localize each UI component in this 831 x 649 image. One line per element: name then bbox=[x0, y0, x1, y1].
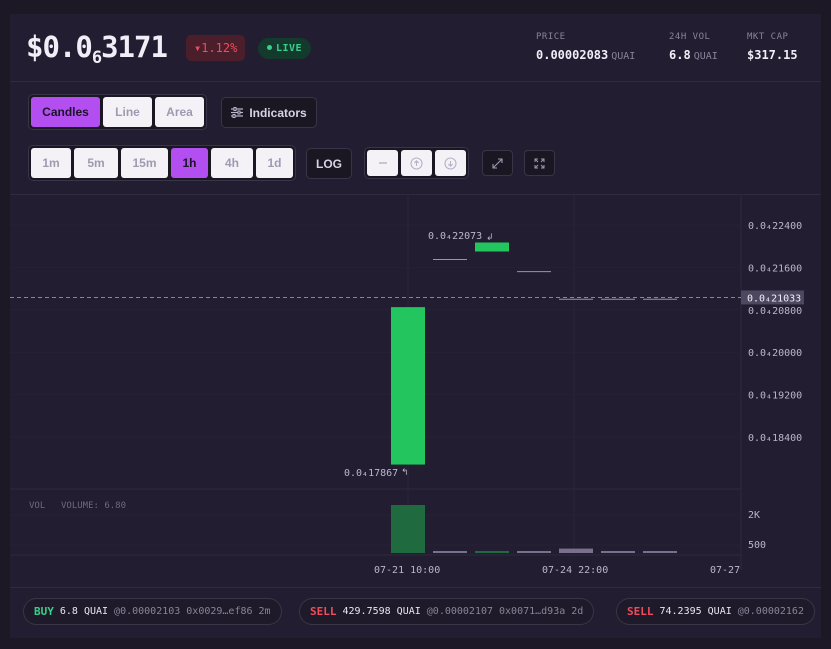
sliders-icon bbox=[231, 107, 244, 118]
zoom-out-icon bbox=[444, 156, 457, 170]
minus-icon bbox=[378, 162, 387, 164]
chart-type-area-button[interactable]: Area bbox=[155, 97, 204, 127]
interval-4h-button[interactable]: 4h bbox=[211, 148, 253, 178]
current-price-tag bbox=[741, 290, 804, 305]
price-tick: 0.0₄20000 bbox=[748, 348, 802, 359]
fullscreen-button[interactable] bbox=[524, 150, 555, 176]
volume-bar bbox=[433, 551, 467, 553]
zoom-out-button[interactable] bbox=[435, 150, 466, 176]
zoom-in-button[interactable] bbox=[401, 150, 432, 176]
price-axis: 0.0₄22400 0.0₄21600 0.0₄20800 0.0₄20000 0.0₄… bbox=[10, 221, 802, 444]
price-tick: 0.0₄20800 bbox=[748, 306, 802, 317]
low-price-label: 0.0₄17867 bbox=[344, 468, 398, 479]
interval-5m-button[interactable]: 5m bbox=[74, 148, 118, 178]
trade-item[interactable]: SELL 429.7598 QUAI @0.00002107 0x0071…d9… bbox=[299, 598, 595, 625]
trade-item[interactable]: SELL 74.2395 QUAI @0.00002162 bbox=[616, 598, 815, 625]
high-marker-icon: ↲ bbox=[486, 233, 494, 243]
zoom-group bbox=[364, 147, 469, 179]
volume-total: VOLUME: 6.80 bbox=[61, 501, 126, 511]
volume-tick: 2K bbox=[748, 510, 760, 521]
volume-bar bbox=[517, 551, 551, 553]
volume-bar bbox=[391, 505, 425, 553]
interval-15m-button[interactable]: 15m bbox=[121, 148, 168, 178]
time-tick: 07-24 22:00 bbox=[542, 565, 608, 576]
candle[interactable] bbox=[391, 307, 425, 465]
price-header: $0.063171 ▾1.12% LIVE PRICE 0.00002083 QU… bbox=[10, 14, 821, 82]
zoom-in-icon bbox=[410, 156, 423, 170]
volume-layer bbox=[391, 505, 677, 553]
current-price: $0.063171 bbox=[26, 30, 168, 68]
minus-button[interactable] bbox=[367, 150, 398, 176]
chart-type-candles-button[interactable]: Candles bbox=[31, 97, 100, 127]
volume-bar bbox=[601, 551, 635, 553]
stat-24h-volume: 24H VOL 6.8 QUAI bbox=[669, 32, 718, 62]
current-price-line: 0.0₄21033 bbox=[10, 290, 804, 305]
expand-button[interactable] bbox=[482, 150, 513, 176]
interval-1m-button[interactable]: 1m bbox=[31, 148, 71, 178]
expand-icon bbox=[492, 157, 503, 169]
current-price-tag-label: 0.0₄21033 bbox=[747, 293, 801, 304]
candlestick-chart-svg[interactable]: 0.0₄22400 0.0₄21600 0.0₄20800 0.0₄20000 0.0₄… bbox=[10, 195, 821, 586]
interval-1d-button[interactable]: 1d bbox=[256, 148, 293, 178]
live-dot-icon bbox=[267, 45, 272, 50]
log-scale-button[interactable]: LOG bbox=[306, 148, 352, 179]
price-tick: 0.0₄21600 bbox=[748, 263, 802, 274]
interval-group: 1m 5m 15m 1h 4h 1d bbox=[28, 145, 296, 181]
price-tick: 0.0₄18400 bbox=[748, 433, 802, 444]
volume-tick: 500 bbox=[748, 540, 766, 551]
fullscreen-icon bbox=[534, 158, 545, 168]
stat-market-cap: MKT CAP $317.15 bbox=[747, 32, 798, 62]
price-tick: 0.0₄19200 bbox=[748, 391, 802, 402]
chart-type-line-button[interactable]: Line bbox=[103, 97, 152, 127]
high-price-label: 0.0₄22073 bbox=[428, 231, 482, 242]
stat-price: PRICE 0.00002083 QUAI bbox=[536, 32, 636, 62]
candles-layer bbox=[391, 242, 677, 465]
interval-1h-button[interactable]: 1h bbox=[171, 148, 208, 178]
time-tick: 07-21 10:00 bbox=[374, 565, 440, 576]
volume-bar bbox=[559, 548, 593, 553]
chart-type-group: Candles Line Area bbox=[28, 94, 207, 130]
price-change-badge: ▾1.12% bbox=[186, 35, 246, 61]
price-chart[interactable]: 0.0₄22400 0.0₄21600 0.0₄20800 0.0₄20000 0.0₄… bbox=[10, 194, 821, 585]
recent-trades-ticker: BUY 6.8 QUAI @0.00002103 0x0029…ef86 2m … bbox=[10, 587, 821, 638]
low-marker-icon: ↰ bbox=[401, 468, 409, 478]
volume-label: VOL bbox=[29, 501, 45, 511]
time-tick: 07-27 bbox=[710, 565, 740, 576]
trade-item[interactable]: BUY 6.8 QUAI @0.00002103 0x0029…ef86 2m bbox=[23, 598, 282, 625]
indicators-button[interactable]: Indicators bbox=[221, 97, 317, 128]
volume-bar bbox=[475, 551, 509, 553]
token-panel: $0.063171 ▾1.12% LIVE PRICE 0.00002083 QU… bbox=[10, 14, 821, 638]
candle[interactable] bbox=[475, 242, 509, 252]
volume-bar bbox=[643, 551, 677, 553]
live-badge: LIVE bbox=[258, 38, 312, 59]
price-tick: 0.0₄22400 bbox=[748, 221, 802, 232]
